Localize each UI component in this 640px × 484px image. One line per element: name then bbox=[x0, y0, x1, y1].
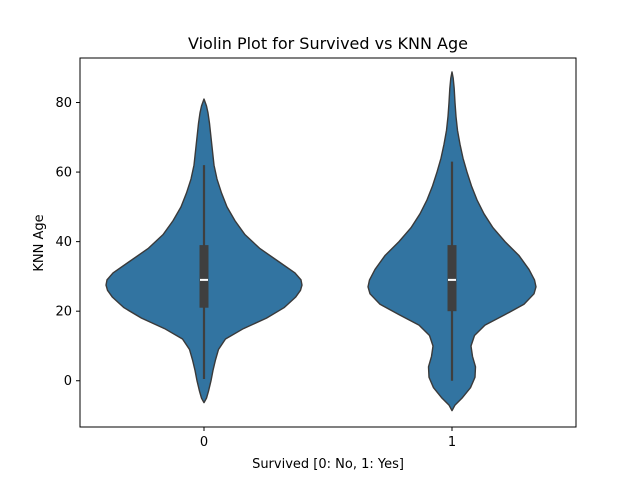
iqr-box-0 bbox=[199, 245, 209, 308]
y-axis-label: KNN Age bbox=[32, 214, 47, 271]
x-axis-label: Survived [0: No, 1: Yes] bbox=[252, 457, 404, 472]
x-tick-label: 0 bbox=[200, 435, 208, 450]
axes-frame bbox=[79, 57, 577, 428]
x-tick-label: 1 bbox=[448, 435, 456, 450]
axes: 0 20 40 60 80 0 1 bbox=[55, 57, 577, 450]
plot-area bbox=[105, 71, 537, 412]
y-tick-label: 80 bbox=[55, 96, 72, 111]
iqr-box-1 bbox=[447, 245, 457, 312]
y-tick-label: 60 bbox=[55, 166, 72, 181]
y-tick-label: 20 bbox=[55, 305, 72, 320]
y-tick-label: 0 bbox=[64, 374, 72, 389]
y-tick-label: 40 bbox=[55, 235, 72, 250]
chart-title: Violin Plot for Survived vs KNN Age bbox=[188, 34, 468, 53]
